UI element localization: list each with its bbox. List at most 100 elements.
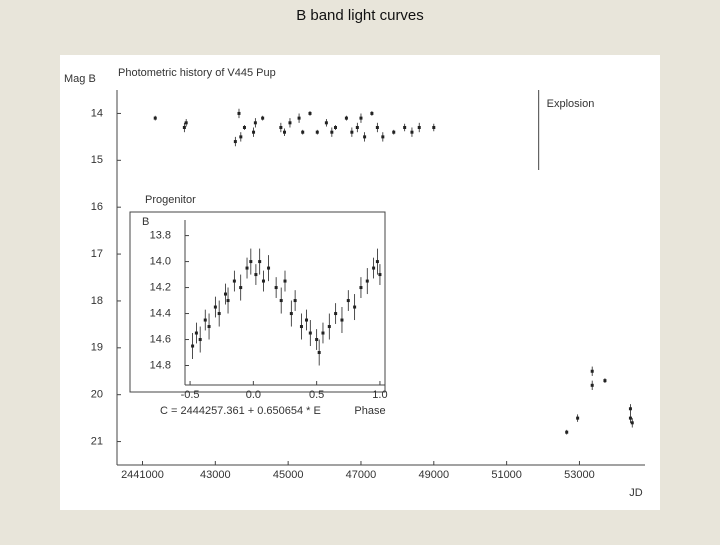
x-axis-label: JD [629, 487, 643, 499]
x-tick-label: 47000 [346, 469, 377, 481]
data-point [370, 111, 374, 115]
data-point [576, 416, 580, 420]
x-axis-label: Phase [354, 405, 385, 417]
data-point [353, 305, 357, 309]
x-tick-label: 53000 [564, 469, 595, 481]
y-tick-label: 18 [91, 295, 103, 307]
data-point [239, 286, 243, 290]
data-point [242, 126, 246, 129]
x-tick-label: 45000 [273, 469, 304, 481]
data-point [417, 126, 421, 129]
data-point [249, 260, 253, 264]
data-point [324, 121, 328, 125]
chart-title: Progenitor [145, 194, 196, 206]
data-point [203, 318, 207, 322]
data-point [363, 135, 367, 139]
data-point [372, 266, 376, 270]
data-point [315, 130, 319, 134]
annotation: Explosion [547, 98, 595, 110]
y-axis-label: B [142, 216, 149, 228]
y-tick-label: 20 [91, 389, 103, 401]
y-tick-label: 15 [91, 154, 103, 166]
data-point [410, 130, 414, 134]
annotation: C = 2444257.361 + 0.650654 * E [160, 405, 321, 417]
slide-title: B band light curves [296, 7, 424, 24]
data-point [191, 344, 195, 348]
y-tick-label: 16 [91, 201, 103, 213]
data-point [226, 299, 230, 303]
y-tick-label: 21 [91, 435, 103, 447]
y-tick-label: 14.4 [150, 307, 171, 319]
data-point [233, 140, 237, 144]
x-tick-label: 43000 [200, 469, 231, 481]
data-point [630, 421, 634, 425]
x-tick-label: 2441000 [121, 469, 164, 481]
data-point [327, 325, 331, 329]
data-point [289, 312, 293, 316]
data-point [321, 331, 325, 335]
data-point [344, 116, 348, 120]
data-point [207, 325, 211, 329]
data-point [198, 338, 202, 342]
data-point [308, 111, 312, 115]
data-point [239, 135, 243, 139]
y-tick-label: 14.8 [150, 359, 171, 371]
data-point [261, 116, 265, 120]
data-point [194, 331, 198, 335]
data-point [213, 305, 217, 309]
x-tick-label: 49000 [419, 469, 450, 481]
data-point [340, 318, 344, 322]
x-tick-label: 1.0 [372, 389, 387, 401]
data-point [359, 116, 363, 120]
y-tick-label: 14.0 [150, 255, 171, 267]
data-point [305, 318, 309, 322]
x-tick-label: 0.5 [309, 389, 324, 401]
data-point [253, 121, 257, 125]
data-point [432, 126, 436, 129]
data-point [333, 126, 337, 129]
data-point [334, 312, 338, 316]
y-tick-label: 13.8 [150, 229, 171, 241]
data-point [590, 383, 594, 387]
data-point [378, 273, 382, 277]
data-point [293, 299, 297, 303]
data-point [301, 130, 305, 134]
data-point [267, 266, 271, 270]
y-tick-label: 17 [91, 248, 103, 260]
data-point [375, 126, 379, 129]
data-point [288, 121, 292, 125]
data-point [299, 325, 303, 329]
data-point [182, 126, 186, 129]
y-axis-label: Mag B [64, 73, 96, 85]
data-point [245, 266, 249, 270]
y-tick-label: 14.2 [150, 281, 171, 293]
data-point [350, 130, 354, 134]
data-point [283, 130, 287, 134]
data-point [628, 407, 632, 411]
x-tick-label: 51000 [491, 469, 522, 481]
data-point [346, 299, 350, 303]
data-point [603, 379, 607, 383]
data-point [317, 351, 321, 355]
data-point [403, 126, 407, 129]
data-point [261, 279, 265, 283]
data-point [392, 130, 396, 134]
data-point [590, 369, 594, 373]
y-tick-label: 19 [91, 342, 103, 354]
x-tick-label: -0.5 [181, 389, 200, 401]
data-point [254, 273, 258, 277]
data-point [217, 312, 221, 316]
data-point [330, 130, 334, 134]
y-tick-label: 14 [91, 107, 103, 119]
data-point [279, 126, 283, 129]
inset-frame [129, 211, 386, 393]
data-point [283, 279, 287, 283]
data-point [274, 286, 278, 290]
data-point [359, 286, 363, 290]
data-point [232, 279, 236, 283]
data-point [237, 111, 241, 115]
x-tick-label: 0.0 [246, 389, 261, 401]
data-point [279, 299, 283, 303]
